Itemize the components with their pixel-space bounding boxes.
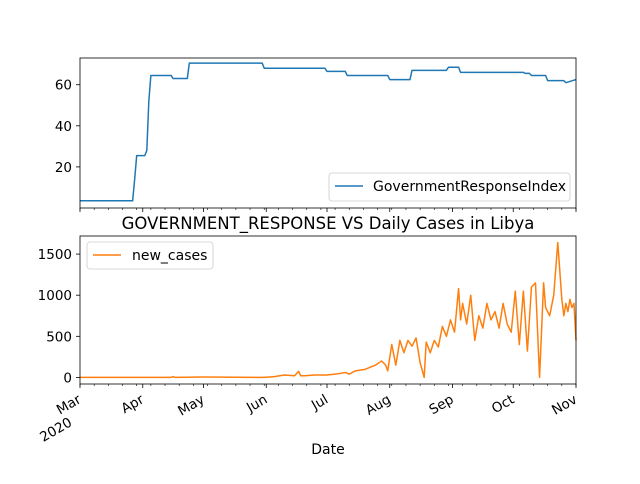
top-series-line [80,62,577,202]
top-y-tick-label: 20 [55,160,72,176]
bottom-legend-label: new_cases [132,248,207,264]
bottom-plot-frame [79,235,577,385]
top-legend-label: GovernmentResponseIndex [373,179,566,195]
bottom-series-group [80,241,577,379]
top-plot-frame [79,57,577,209]
bottom-legend-box [86,241,214,270]
top-y-tick-label: 60 [55,78,72,94]
bottom-legend: new_cases [86,241,214,270]
bottom-y-tick-label: 500 [46,329,72,345]
top-legend: GovernmentResponseIndex [328,172,571,202]
top-y-tick-label: 40 [55,119,72,135]
x-tick-label: Jul [308,392,331,415]
x-axis-label: Date [311,442,344,458]
bottom-series-line [80,241,577,379]
top-legend-box [328,172,571,202]
top-series-group [80,62,577,202]
bottom-y-ticks: 0 500 1000 1500 [38,247,80,386]
bottom-y-tick-label: 1000 [38,288,72,304]
bottom-y-tick-label: 1500 [38,247,72,263]
bottom-title: GOVERNMENT_RESPONSE VS Daily Cases in Li… [122,214,535,234]
top-panel: 20 40 60 GovernmentResponseIndex [55,57,577,212]
top-y-ticks: 20 40 60 [55,78,80,176]
bottom-y-tick-label: 0 [63,370,72,386]
